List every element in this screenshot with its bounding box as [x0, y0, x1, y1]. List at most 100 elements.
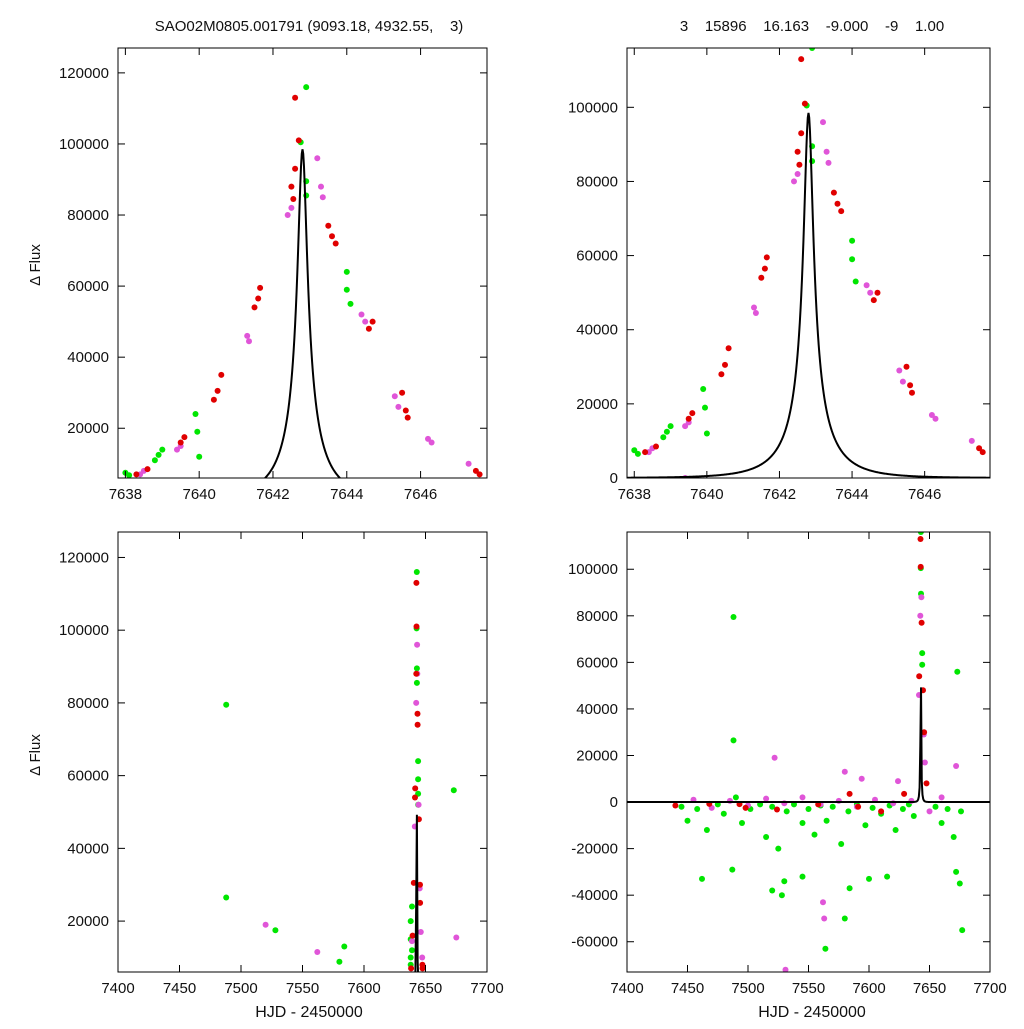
data-point-red	[830, 189, 837, 196]
y-tick-label: 20000	[576, 396, 618, 413]
x-tick-label: 7500	[224, 980, 257, 997]
y-tick-label: 120000	[59, 65, 109, 82]
y-axis-label: Δ Flux	[27, 244, 44, 286]
x-tick-label: 7400	[101, 980, 134, 997]
data-point-magenta	[288, 204, 295, 211]
data-point-magenta	[863, 282, 870, 289]
data-point-red	[901, 790, 908, 797]
data-point-green	[703, 827, 710, 833]
data-point-red	[408, 965, 415, 972]
data-point-green	[950, 834, 957, 840]
data-point-green	[869, 804, 876, 811]
data-point-green	[413, 569, 420, 575]
data-point-red	[909, 389, 915, 396]
data-point-green	[919, 650, 926, 657]
x-tick-label: 7646	[404, 486, 437, 503]
data-point-green	[805, 806, 812, 812]
data-point-green	[829, 803, 836, 810]
data-point-green	[720, 810, 727, 817]
data-point-red	[181, 434, 188, 441]
x-tick-label: 7550	[792, 980, 825, 997]
data-point-green	[336, 958, 343, 965]
plot-area	[627, 532, 990, 972]
data-point-red	[718, 371, 725, 378]
data-point-magenta	[362, 318, 369, 325]
data-point-magenta	[262, 921, 269, 928]
data-point-red	[414, 721, 421, 728]
data-point-red	[329, 233, 335, 240]
data-point-green	[732, 794, 739, 801]
y-axis-label: Δ Flux	[27, 734, 44, 776]
data-point-green	[409, 903, 415, 910]
data-point-green	[954, 668, 961, 675]
data-point-red	[413, 670, 420, 677]
data-point-magenta	[417, 929, 424, 935]
data-point-red	[402, 407, 409, 414]
data-point-green	[159, 446, 166, 453]
y-tick-label: 80000	[576, 608, 618, 625]
data-point-red	[689, 410, 696, 417]
data-point-green	[347, 300, 354, 307]
data-point-red	[870, 297, 877, 304]
data-point-magenta	[763, 795, 770, 802]
data-point-green	[917, 532, 924, 535]
data-point-red	[476, 471, 483, 478]
data-point-green	[841, 915, 848, 922]
data-point-green	[729, 866, 736, 873]
data-point-green	[703, 430, 710, 437]
data-point-green	[678, 803, 685, 810]
data-point-red	[414, 710, 421, 717]
data-point-magenta	[825, 159, 832, 166]
x-tick-label: 7550	[286, 980, 319, 997]
data-point-green	[799, 873, 806, 880]
data-point-green	[223, 701, 230, 708]
data-point-magenta	[314, 949, 321, 955]
y-tick-label: 80000	[67, 207, 109, 224]
y-tick-label: -20000	[571, 841, 618, 858]
data-point-magenta	[752, 310, 759, 316]
data-point-red	[210, 396, 217, 403]
data-point-red	[369, 318, 376, 325]
data-point-magenta	[820, 899, 826, 906]
data-point-magenta	[453, 934, 460, 941]
data-point-green	[838, 841, 845, 847]
x-tick-label: 7500	[731, 980, 764, 997]
data-point-red	[417, 899, 424, 906]
x-tick-label: 7700	[973, 980, 1006, 997]
x-tick-label: 7640	[690, 486, 723, 503]
data-point-red	[653, 443, 659, 450]
data-point-green	[811, 831, 818, 838]
data-point-green	[700, 386, 707, 392]
x-tick-label: 7642	[763, 486, 796, 503]
data-point-red	[144, 466, 151, 473]
data-point-red	[798, 130, 805, 137]
model-fit-curve	[627, 687, 990, 804]
data-point-green	[407, 918, 414, 925]
data-point-magenta	[791, 178, 797, 185]
data-point-green	[631, 447, 638, 454]
y-tick-label: 40000	[67, 349, 109, 366]
data-point-magenta	[419, 954, 426, 961]
data-point-green	[958, 808, 964, 815]
data-point-green	[892, 827, 899, 833]
data-point-magenta	[771, 754, 778, 761]
data-point-magenta	[917, 612, 924, 619]
data-point-magenta	[391, 393, 398, 400]
data-point-green	[799, 820, 806, 826]
y-tick-label: 0	[610, 470, 618, 487]
data-point-red	[838, 208, 845, 215]
data-point-green	[634, 450, 641, 457]
y-tick-label: 100000	[568, 99, 618, 116]
data-point-magenta	[953, 763, 960, 769]
data-point-green	[769, 803, 776, 810]
data-point-green	[809, 48, 816, 51]
data-point-green	[126, 472, 133, 478]
data-point-red	[133, 471, 140, 478]
data-point-magenta	[823, 148, 830, 155]
plot-frame	[626, 47, 991, 479]
x-tick-label: 7644	[835, 486, 868, 503]
data-point-red	[921, 729, 928, 736]
data-point-green	[730, 614, 737, 620]
data-point-green	[956, 880, 963, 887]
